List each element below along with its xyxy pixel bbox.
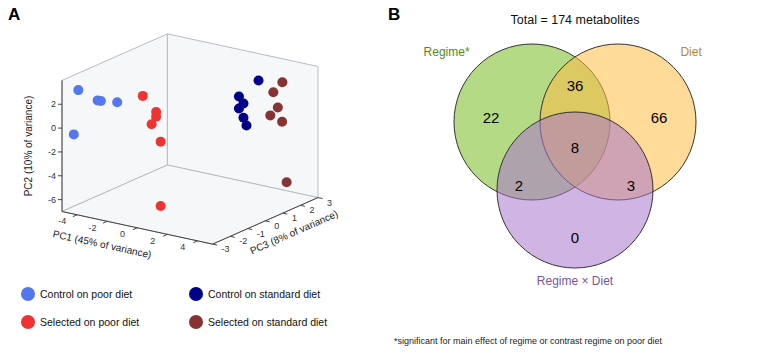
- z-tick: [230, 236, 235, 238]
- legend-swatch: [189, 315, 203, 329]
- x-tick: [193, 241, 197, 243]
- point: [69, 129, 79, 139]
- x-tick-label: -2: [88, 223, 96, 233]
- point: [156, 137, 166, 147]
- z-axis-title: PC3 (8% of variance): [248, 208, 339, 256]
- z-tick-label: 1: [292, 213, 297, 223]
- legend-swatch: [21, 287, 35, 301]
- panel-label: A: [8, 5, 20, 24]
- z-tick-label: 3: [327, 198, 332, 208]
- point: [265, 110, 275, 120]
- region-value: 8: [571, 139, 579, 156]
- y-axis-title: PC2 (10% of variance): [23, 96, 34, 197]
- point: [277, 77, 287, 87]
- legend-label: Selected on standard diet: [208, 316, 327, 328]
- point: [241, 121, 251, 131]
- point: [268, 87, 278, 97]
- y-tick-label: -4: [48, 171, 56, 181]
- x-tick-label: 4: [180, 242, 185, 252]
- x-tick-label: -4: [58, 216, 66, 226]
- y-tick-label: 2: [51, 99, 56, 109]
- title: Total = 174 metabolites: [511, 13, 640, 27]
- point: [277, 117, 287, 127]
- y-tick-label: -6: [48, 195, 56, 205]
- region-value: 36: [567, 77, 584, 94]
- y-tick: [58, 199, 62, 200]
- panel-b: B Total = 174 metabolites Regime* Diet Regim…: [388, 5, 702, 346]
- legend-swatch: [21, 315, 35, 329]
- x-tick: [103, 221, 107, 223]
- z-tick-label: -2: [239, 236, 247, 246]
- panel-label: B: [388, 5, 400, 24]
- legend-swatch: [189, 287, 203, 301]
- footnote: *significant for main effect of regime o…: [394, 336, 662, 346]
- x-tick: [133, 228, 137, 230]
- z-tick: [265, 220, 270, 222]
- point: [147, 119, 157, 129]
- z-tick: [283, 213, 288, 215]
- y-tick: [58, 151, 62, 152]
- z-axis-line: [213, 198, 318, 245]
- y-axis-line: [62, 80, 63, 211]
- y-tick-label: -2: [48, 147, 56, 157]
- points: [69, 75, 292, 211]
- z-tick-label: 0: [274, 221, 279, 231]
- point: [254, 75, 264, 85]
- figure: A-4-2024-3-2-10123-6-4-202PC1 (45% of va…: [0, 0, 760, 355]
- z-tick: [300, 205, 305, 207]
- region-value: 66: [651, 109, 668, 126]
- point: [156, 201, 166, 211]
- z-tick: [318, 197, 323, 199]
- x-tick: [73, 215, 77, 217]
- set-label: Diet: [680, 45, 702, 59]
- point: [112, 97, 122, 107]
- point: [234, 103, 244, 113]
- point: [138, 91, 148, 101]
- venn-set: [497, 112, 653, 268]
- x-tick-label: 2: [150, 236, 155, 246]
- z-tick-label: 2: [309, 205, 314, 215]
- z-tick: [248, 228, 253, 230]
- point: [282, 177, 292, 187]
- y-tick: [58, 175, 62, 176]
- point: [273, 102, 283, 112]
- set-label: Regime*: [424, 45, 470, 59]
- z-tick-label: -1: [257, 229, 265, 239]
- set-label: Regime × Diet: [537, 274, 614, 288]
- legend-label: Control on poor diet: [40, 288, 132, 300]
- y-tick-label: 0: [51, 123, 56, 133]
- region-value: 0: [571, 229, 579, 246]
- x-tick-label: 0: [120, 229, 125, 239]
- legend: Control on poor diet Selected on poor die…: [21, 287, 327, 329]
- z-tick-label: -3: [222, 244, 230, 254]
- panel-a: A-4-2024-3-2-10123-6-4-202PC1 (45% of va…: [8, 5, 340, 329]
- region-value: 3: [627, 177, 635, 194]
- y-tick: [58, 104, 62, 105]
- x-axis-title: PC1 (45% of variance): [52, 228, 153, 260]
- legend-label: Selected on poor diet: [40, 316, 139, 328]
- point: [93, 95, 103, 105]
- region-value: 22: [483, 109, 500, 126]
- point: [73, 85, 83, 95]
- legend-label: Control on standard diet: [208, 288, 320, 300]
- z-tick: [213, 244, 218, 246]
- x-tick: [163, 234, 167, 236]
- region-value: 2: [515, 177, 523, 194]
- y-tick: [58, 128, 62, 129]
